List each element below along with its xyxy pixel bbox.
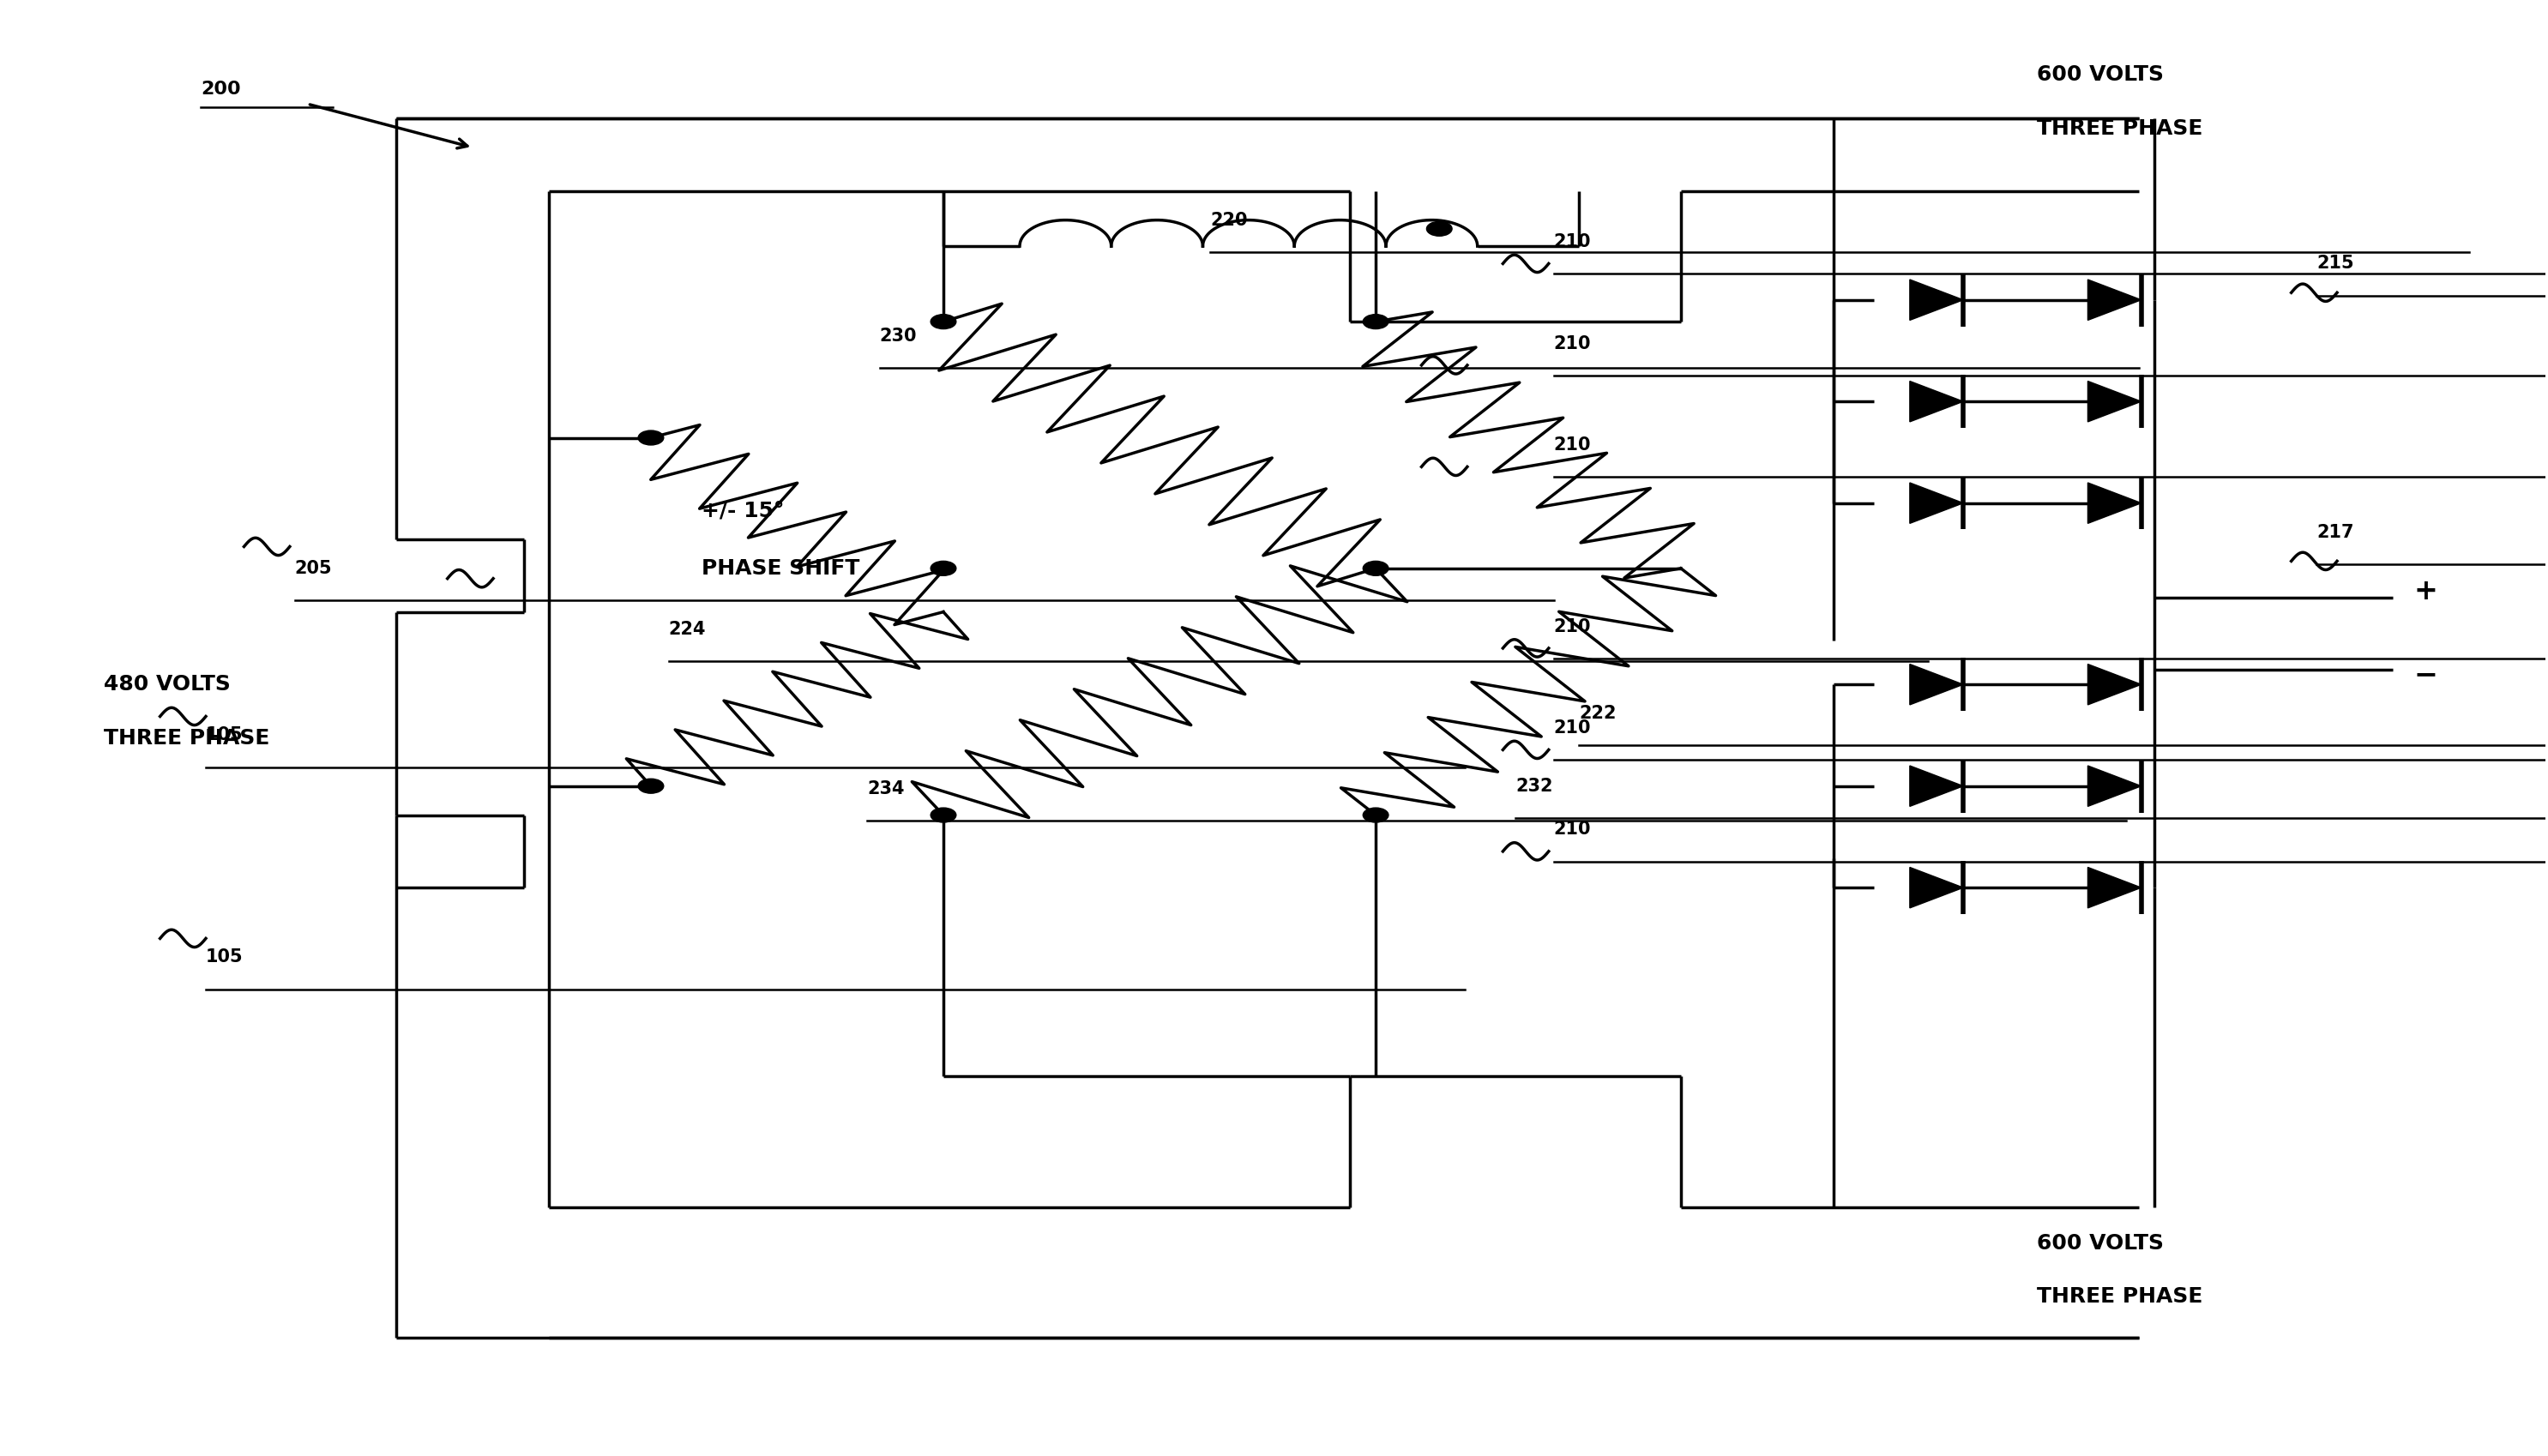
- Text: 234: 234: [866, 780, 905, 798]
- Circle shape: [1427, 221, 1452, 236]
- Polygon shape: [2087, 766, 2140, 807]
- Text: 217: 217: [2316, 524, 2354, 540]
- Circle shape: [637, 779, 662, 794]
- Text: 210: 210: [1554, 821, 1590, 839]
- Polygon shape: [1911, 766, 1962, 807]
- Polygon shape: [1911, 664, 1962, 705]
- Circle shape: [930, 561, 956, 575]
- Text: 210: 210: [1554, 719, 1590, 737]
- Polygon shape: [2087, 664, 2140, 705]
- Text: 205: 205: [296, 559, 331, 577]
- Text: 222: 222: [1580, 705, 1615, 722]
- Text: 215: 215: [2316, 255, 2354, 272]
- Circle shape: [930, 314, 956, 329]
- Text: 210: 210: [1554, 335, 1590, 352]
- Text: 230: 230: [879, 328, 917, 345]
- Text: 200: 200: [201, 82, 240, 98]
- Text: 232: 232: [1516, 778, 1552, 795]
- Circle shape: [930, 808, 956, 823]
- Text: 210: 210: [1554, 617, 1590, 635]
- Polygon shape: [2087, 280, 2140, 320]
- Polygon shape: [2087, 483, 2140, 523]
- Polygon shape: [2087, 381, 2140, 422]
- Text: 600 VOLTS: 600 VOLTS: [2036, 1233, 2163, 1254]
- Text: 480 VOLTS: 480 VOLTS: [104, 674, 232, 695]
- Text: +: +: [2413, 578, 2438, 606]
- Text: THREE PHASE: THREE PHASE: [104, 728, 270, 748]
- Text: 210: 210: [1554, 437, 1590, 454]
- Text: THREE PHASE: THREE PHASE: [2036, 1287, 2204, 1307]
- Text: PHASE SHIFT: PHASE SHIFT: [701, 558, 859, 578]
- Circle shape: [1363, 314, 1389, 329]
- Polygon shape: [1911, 483, 1962, 523]
- Polygon shape: [2087, 868, 2140, 909]
- Text: THREE PHASE: THREE PHASE: [2036, 118, 2204, 138]
- Polygon shape: [1911, 381, 1962, 422]
- Text: 105: 105: [206, 727, 242, 744]
- Polygon shape: [1911, 280, 1962, 320]
- Polygon shape: [1911, 868, 1962, 909]
- Circle shape: [637, 431, 662, 446]
- Text: 220: 220: [1210, 211, 1249, 229]
- Text: 210: 210: [1554, 233, 1590, 250]
- Text: 224: 224: [668, 620, 706, 638]
- Text: −: −: [2413, 660, 2438, 689]
- Circle shape: [1363, 808, 1389, 823]
- Text: 600 VOLTS: 600 VOLTS: [2036, 64, 2163, 86]
- Circle shape: [1363, 561, 1389, 575]
- Text: 105: 105: [206, 949, 242, 965]
- Text: +/- 15°: +/- 15°: [701, 499, 785, 521]
